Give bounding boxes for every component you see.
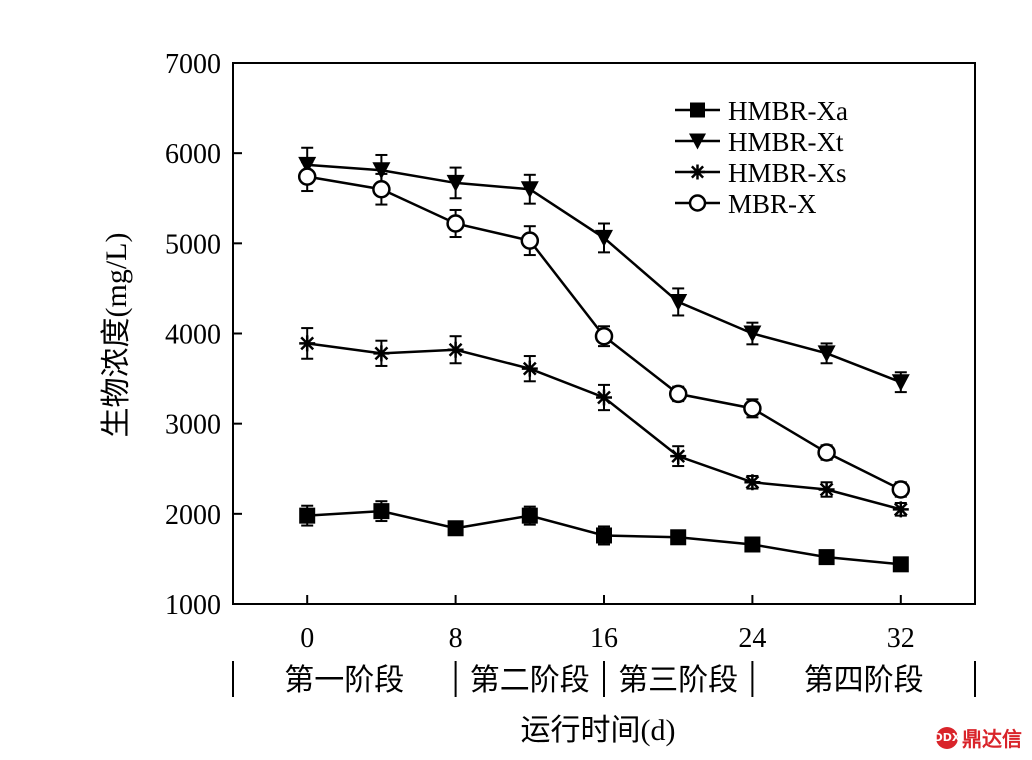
data-point (446, 174, 465, 192)
y-axis-label: 生物浓度(mg/L) (100, 233, 133, 438)
series-group (297, 146, 911, 573)
data-point (595, 229, 613, 247)
data-point (892, 501, 909, 518)
watermark-text: 鼎达信 (962, 727, 1022, 751)
stage-label: 第四阶段 (804, 664, 924, 697)
data-point (817, 443, 836, 462)
legend-item: MBR-X (675, 189, 817, 219)
watermark: DDX 鼎达信 (934, 723, 1022, 752)
x-tick-label: 8 (449, 623, 463, 654)
x-tick-label: 24 (738, 623, 766, 654)
data-point (373, 345, 390, 362)
data-point (372, 179, 391, 199)
legend-marker (690, 102, 705, 118)
legend-label: MBR-X (728, 189, 817, 219)
y-tick-label: 6000 (165, 139, 221, 170)
legend-marker (690, 164, 705, 180)
data-point (520, 231, 540, 250)
data-point (372, 162, 391, 180)
data-point (743, 399, 762, 418)
series-hmbr-xs (299, 327, 909, 518)
data-point (670, 448, 687, 465)
data-point (520, 181, 539, 199)
data-point (299, 335, 316, 352)
data-point (891, 374, 910, 392)
data-point (743, 325, 762, 343)
y-tick-label: 4000 (165, 320, 221, 351)
data-point (892, 556, 909, 573)
legend-marker (688, 194, 707, 212)
data-point (891, 480, 911, 499)
data-point (373, 503, 390, 520)
data-point (744, 474, 761, 491)
data-point (521, 360, 538, 377)
x-tick-label: 16 (590, 623, 618, 654)
x-tick-label: 0 (300, 623, 314, 654)
legend-label: HMBR-Xt (728, 127, 844, 157)
legend-item: HMBR-Xt (675, 127, 844, 157)
y-tick-label: 2000 (165, 500, 221, 531)
watermark-logo-icon: DDX (934, 726, 960, 749)
axes: 1000 2000 3000 4000 5000 6000 7000 0 8 16 24 32 (165, 49, 915, 654)
data-point (668, 384, 688, 404)
stage-labels: 第一阶段 第二阶段 第三阶段 第四阶段 (232, 661, 976, 697)
data-point (596, 527, 612, 544)
stage-label: 第二阶段 (470, 664, 590, 697)
y-tick-label: 5000 (165, 229, 221, 260)
legend-label: HMBR-Xa (728, 96, 848, 126)
data-point (669, 293, 688, 311)
stage-label: 第一阶段 (284, 664, 404, 697)
data-point (744, 536, 761, 553)
legend-marker (689, 133, 706, 150)
legend-item: HMBR-Xa (675, 96, 848, 126)
data-point (817, 345, 836, 363)
series-hmbr-xa (299, 500, 909, 573)
x-tick-label: 32 (887, 623, 915, 654)
data-point (299, 507, 316, 524)
data-point (297, 167, 317, 186)
x-axis-label: 运行时间(d) (521, 714, 676, 747)
stage-label: 第三阶段 (618, 664, 738, 697)
data-point (818, 549, 835, 566)
data-point (594, 326, 614, 346)
data-point (670, 529, 687, 546)
y-tick-label: 7000 (165, 49, 221, 80)
series-mbr-x (297, 161, 911, 499)
legend-label: HMBR-Xs (728, 158, 847, 188)
data-point (447, 520, 464, 537)
data-point (818, 481, 835, 498)
data-point (446, 214, 465, 233)
legend-item: HMBR-Xs (675, 158, 847, 188)
data-point (521, 507, 538, 524)
series-line (307, 342, 902, 511)
data-point (447, 341, 464, 358)
y-tick-label: 3000 (165, 410, 221, 441)
data-point (596, 389, 612, 406)
y-tick-label: 1000 (165, 590, 221, 621)
